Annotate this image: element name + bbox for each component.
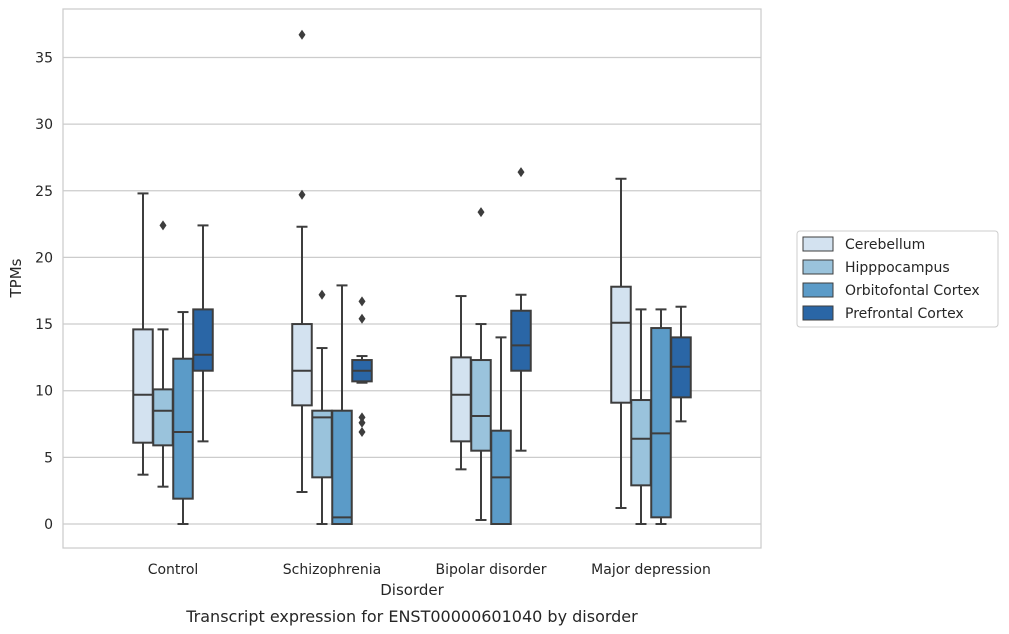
legend: Cerebellum Hipppocampus Orbitofontal Corte… (796, 230, 999, 328)
x-tick-label: Control (148, 562, 199, 578)
plot-frame (62, 8, 762, 549)
box-cerebellum-control (132, 192, 154, 476)
x-tick-label: Schizophrenia (283, 562, 381, 578)
outlier-point (358, 296, 366, 307)
box-iqr (650, 327, 672, 519)
outlier-point (318, 289, 326, 300)
box-iqr (172, 357, 194, 500)
box-orbitofontal-cortex-control (172, 311, 194, 525)
legend-swatch (802, 236, 834, 252)
box-hipppocampus-bipolar-disorder (470, 207, 492, 522)
legend-label: Cerebellum (845, 237, 925, 253)
legend-label: Orbitofontal Cortex (845, 283, 980, 299)
box-iqr (630, 399, 652, 487)
chart-caption: Transcript expression for ENST0000060104… (185, 607, 638, 626)
box-orbitofontal-cortex-schizophrenia (331, 284, 353, 526)
box-hipppocampus-major-depression (630, 308, 652, 525)
x-axis-title: Disorder (380, 581, 444, 599)
box-iqr (450, 356, 472, 443)
outlier-point (159, 220, 167, 231)
box-iqr (610, 285, 632, 404)
y-axis-title: TPMs (7, 258, 25, 298)
outlier-point (358, 427, 366, 438)
y-tick-label: 35 (35, 50, 53, 66)
x-tick-label: Major depression (591, 562, 711, 578)
x-tick-labels: Control Schizophrenia Bipolar disorder Majo… (148, 562, 711, 578)
y-tick-labels: 0 5 10 15 20 25 30 35 (35, 50, 53, 533)
box-iqr (311, 409, 333, 479)
legend-frame (796, 230, 999, 328)
x-tick-label: Bipolar disorder (435, 562, 546, 578)
box-iqr (132, 328, 154, 444)
outlier-point (298, 29, 306, 40)
box-prefrontal-cortex-control (192, 224, 214, 443)
box-prefrontal-cortex-schizophrenia (351, 296, 373, 438)
box-hipppocampus-schizophrenia (311, 289, 333, 525)
y-tick-label: 5 (44, 450, 53, 466)
y-tick-label: 25 (35, 184, 53, 200)
box-hipppocampus-control (152, 220, 174, 488)
box-iqr (192, 308, 214, 372)
box-iqr (291, 323, 313, 407)
box-plots (132, 29, 692, 526)
outlier-point (517, 167, 525, 178)
legend-label: Hipppocampus (845, 260, 950, 276)
box-orbitofontal-cortex-major-depression (650, 308, 672, 525)
box-cerebellum-major-depression (610, 177, 632, 510)
box-prefrontal-cortex-major-depression (670, 305, 692, 423)
legend-swatch (802, 305, 834, 321)
box-cerebellum-schizophrenia (291, 29, 313, 494)
box-iqr (152, 388, 174, 447)
y-tick-label: 20 (35, 250, 53, 266)
box-iqr (470, 359, 492, 452)
legend-swatch (802, 259, 834, 275)
y-tick-label: 30 (35, 117, 53, 133)
y-tick-label: 0 (44, 517, 53, 533)
box-iqr (510, 309, 532, 372)
legend-label: Prefrontal Cortex (845, 306, 964, 322)
outlier-point (298, 189, 306, 200)
box-cerebellum-bipolar-disorder (450, 295, 472, 471)
outlier-point (477, 207, 485, 218)
outlier-point (358, 412, 366, 423)
outlier-point (358, 313, 366, 324)
box-iqr (331, 409, 353, 526)
box-prefrontal-cortex-bipolar-disorder (510, 167, 532, 452)
y-tick-label: 10 (35, 384, 53, 400)
box-orbitofontal-cortex-bipolar-disorder (490, 336, 512, 525)
legend-swatch (802, 282, 834, 298)
outlier-point (358, 417, 366, 428)
y-tick-label: 15 (35, 317, 53, 333)
